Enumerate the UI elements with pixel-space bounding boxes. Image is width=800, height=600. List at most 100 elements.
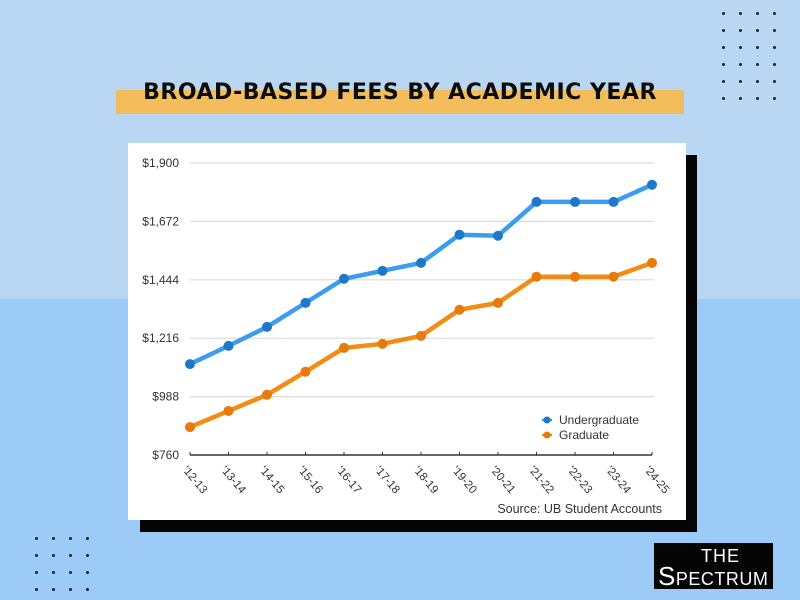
x-tick-label: '18-19 — [411, 464, 441, 496]
graduate-data-point — [416, 330, 426, 341]
decorative-dot — [773, 46, 776, 49]
title-highlight-band — [116, 90, 684, 114]
decorative-dot — [739, 63, 742, 66]
decorative-dot — [35, 554, 38, 557]
decorative-dot — [773, 29, 776, 32]
decorative-dot — [86, 571, 89, 574]
graduate-data-point — [531, 271, 542, 282]
logo-initial: S — [658, 561, 676, 591]
undergraduate-data-point — [377, 265, 388, 276]
decorative-dot — [52, 554, 55, 557]
decorative-dot — [773, 97, 776, 100]
decorative-dot — [739, 46, 742, 49]
decorative-dot — [739, 80, 742, 83]
chart-title: BROAD-BASED FEES BY ACADEMIC YEAR — [143, 80, 657, 105]
logo-rest: PECTRUM — [675, 569, 769, 589]
graduate-data-point — [262, 389, 272, 400]
logo-the-text: THE — [701, 546, 740, 566]
decorative-dot-grid-bottom-left — [35, 537, 89, 591]
x-tick-label: '12-13 — [180, 464, 210, 496]
graduate-data-point — [223, 405, 234, 416]
decorative-dot-grid-top-right — [722, 12, 776, 100]
logo-spectrum-text: SPECTRUM — [658, 563, 768, 590]
undergraduate-data-point — [570, 196, 580, 207]
y-tick-label: $1,672 — [142, 214, 179, 228]
graduate-data-point — [570, 271, 580, 282]
y-tick-label: $1,216 — [142, 331, 179, 345]
undergraduate-data-point — [262, 321, 272, 332]
x-tick-label: '20-21 — [488, 464, 518, 496]
x-tick-label: '22-23 — [565, 464, 595, 496]
undergraduate-data-point — [608, 196, 619, 207]
decorative-dot — [35, 571, 38, 574]
decorative-dot — [722, 63, 725, 66]
graduate-data-point — [454, 304, 465, 315]
decorative-dot — [722, 80, 725, 83]
x-tick-label: '16-17 — [334, 464, 364, 496]
decorative-dot — [69, 571, 72, 574]
graduate-data-point — [647, 257, 657, 268]
decorative-dot — [52, 537, 55, 540]
undergraduate-data-point — [531, 196, 542, 207]
undergraduate-data-point — [493, 230, 503, 241]
y-tick-label: $1,900 — [142, 156, 179, 170]
x-tick-label: '14-15 — [257, 464, 287, 496]
undergraduate-data-point — [185, 359, 195, 370]
x-tick-label: '24-25 — [642, 464, 672, 496]
decorative-dot — [69, 554, 72, 557]
decorative-dot — [722, 97, 725, 100]
decorative-dot — [722, 46, 725, 49]
graduate-data-point — [339, 342, 349, 353]
decorative-dot — [773, 80, 776, 83]
y-tick-label: $760 — [152, 448, 179, 462]
legend-undergraduate-swatch-marker — [543, 416, 551, 424]
decorative-dot — [756, 97, 759, 100]
x-tick-label: '17-18 — [372, 464, 402, 496]
line-chart: $760 $988 $1,216 $1,444 $1,672 $1,900 '12-13 '1… — [142, 156, 672, 516]
undergraduate-data-point — [223, 340, 234, 351]
decorative-dot — [86, 554, 89, 557]
decorative-dot — [722, 29, 725, 32]
undergraduate-data-point — [454, 229, 465, 240]
undergraduate-data-point — [647, 179, 657, 190]
graduate-data-point — [185, 422, 195, 433]
graduate-data-point — [300, 366, 311, 377]
decorative-dot — [69, 588, 72, 591]
decorative-dot — [86, 537, 89, 540]
decorative-dot — [86, 588, 89, 591]
decorative-dot — [52, 588, 55, 591]
legend-graduate-swatch-marker — [543, 431, 551, 439]
x-tick-label: '19-20 — [449, 464, 479, 496]
decorative-dot — [739, 12, 742, 15]
x-tick-label: '15-16 — [295, 464, 325, 496]
decorative-dot — [69, 537, 72, 540]
chart-card: $760 $988 $1,216 $1,444 $1,672 $1,900 '12-13 '1… — [128, 143, 686, 520]
decorative-dot — [773, 63, 776, 66]
legend-undergraduate-label: Undergraduate — [559, 413, 639, 427]
the-spectrum-logo: THE SPECTRUM — [654, 543, 773, 589]
decorative-dot — [756, 80, 759, 83]
undergraduate-data-point — [416, 257, 426, 268]
y-tick-label: $1,444 — [142, 273, 179, 287]
x-tick-label: '21-22 — [526, 464, 556, 496]
decorative-dot — [35, 537, 38, 540]
decorative-dot — [773, 12, 776, 15]
x-tick-label: '23-24 — [603, 464, 633, 496]
y-tick-label: $988 — [152, 390, 179, 404]
graduate-data-point — [493, 297, 503, 308]
undergraduate-data-point — [339, 273, 349, 284]
decorative-dot — [739, 97, 742, 100]
decorative-dot — [756, 46, 759, 49]
undergraduate-data-point — [300, 297, 311, 308]
decorative-dot — [756, 12, 759, 15]
decorative-dot — [722, 12, 725, 15]
x-tick-label: '13-14 — [218, 464, 248, 496]
decorative-dot — [52, 571, 55, 574]
graduate-data-point — [608, 271, 619, 282]
graduate-data-point — [377, 338, 388, 349]
decorative-dot — [756, 29, 759, 32]
decorative-dot — [35, 588, 38, 591]
graduate-series-line — [189, 260, 653, 430]
decorative-dot — [739, 29, 742, 32]
decorative-dot — [756, 63, 759, 66]
